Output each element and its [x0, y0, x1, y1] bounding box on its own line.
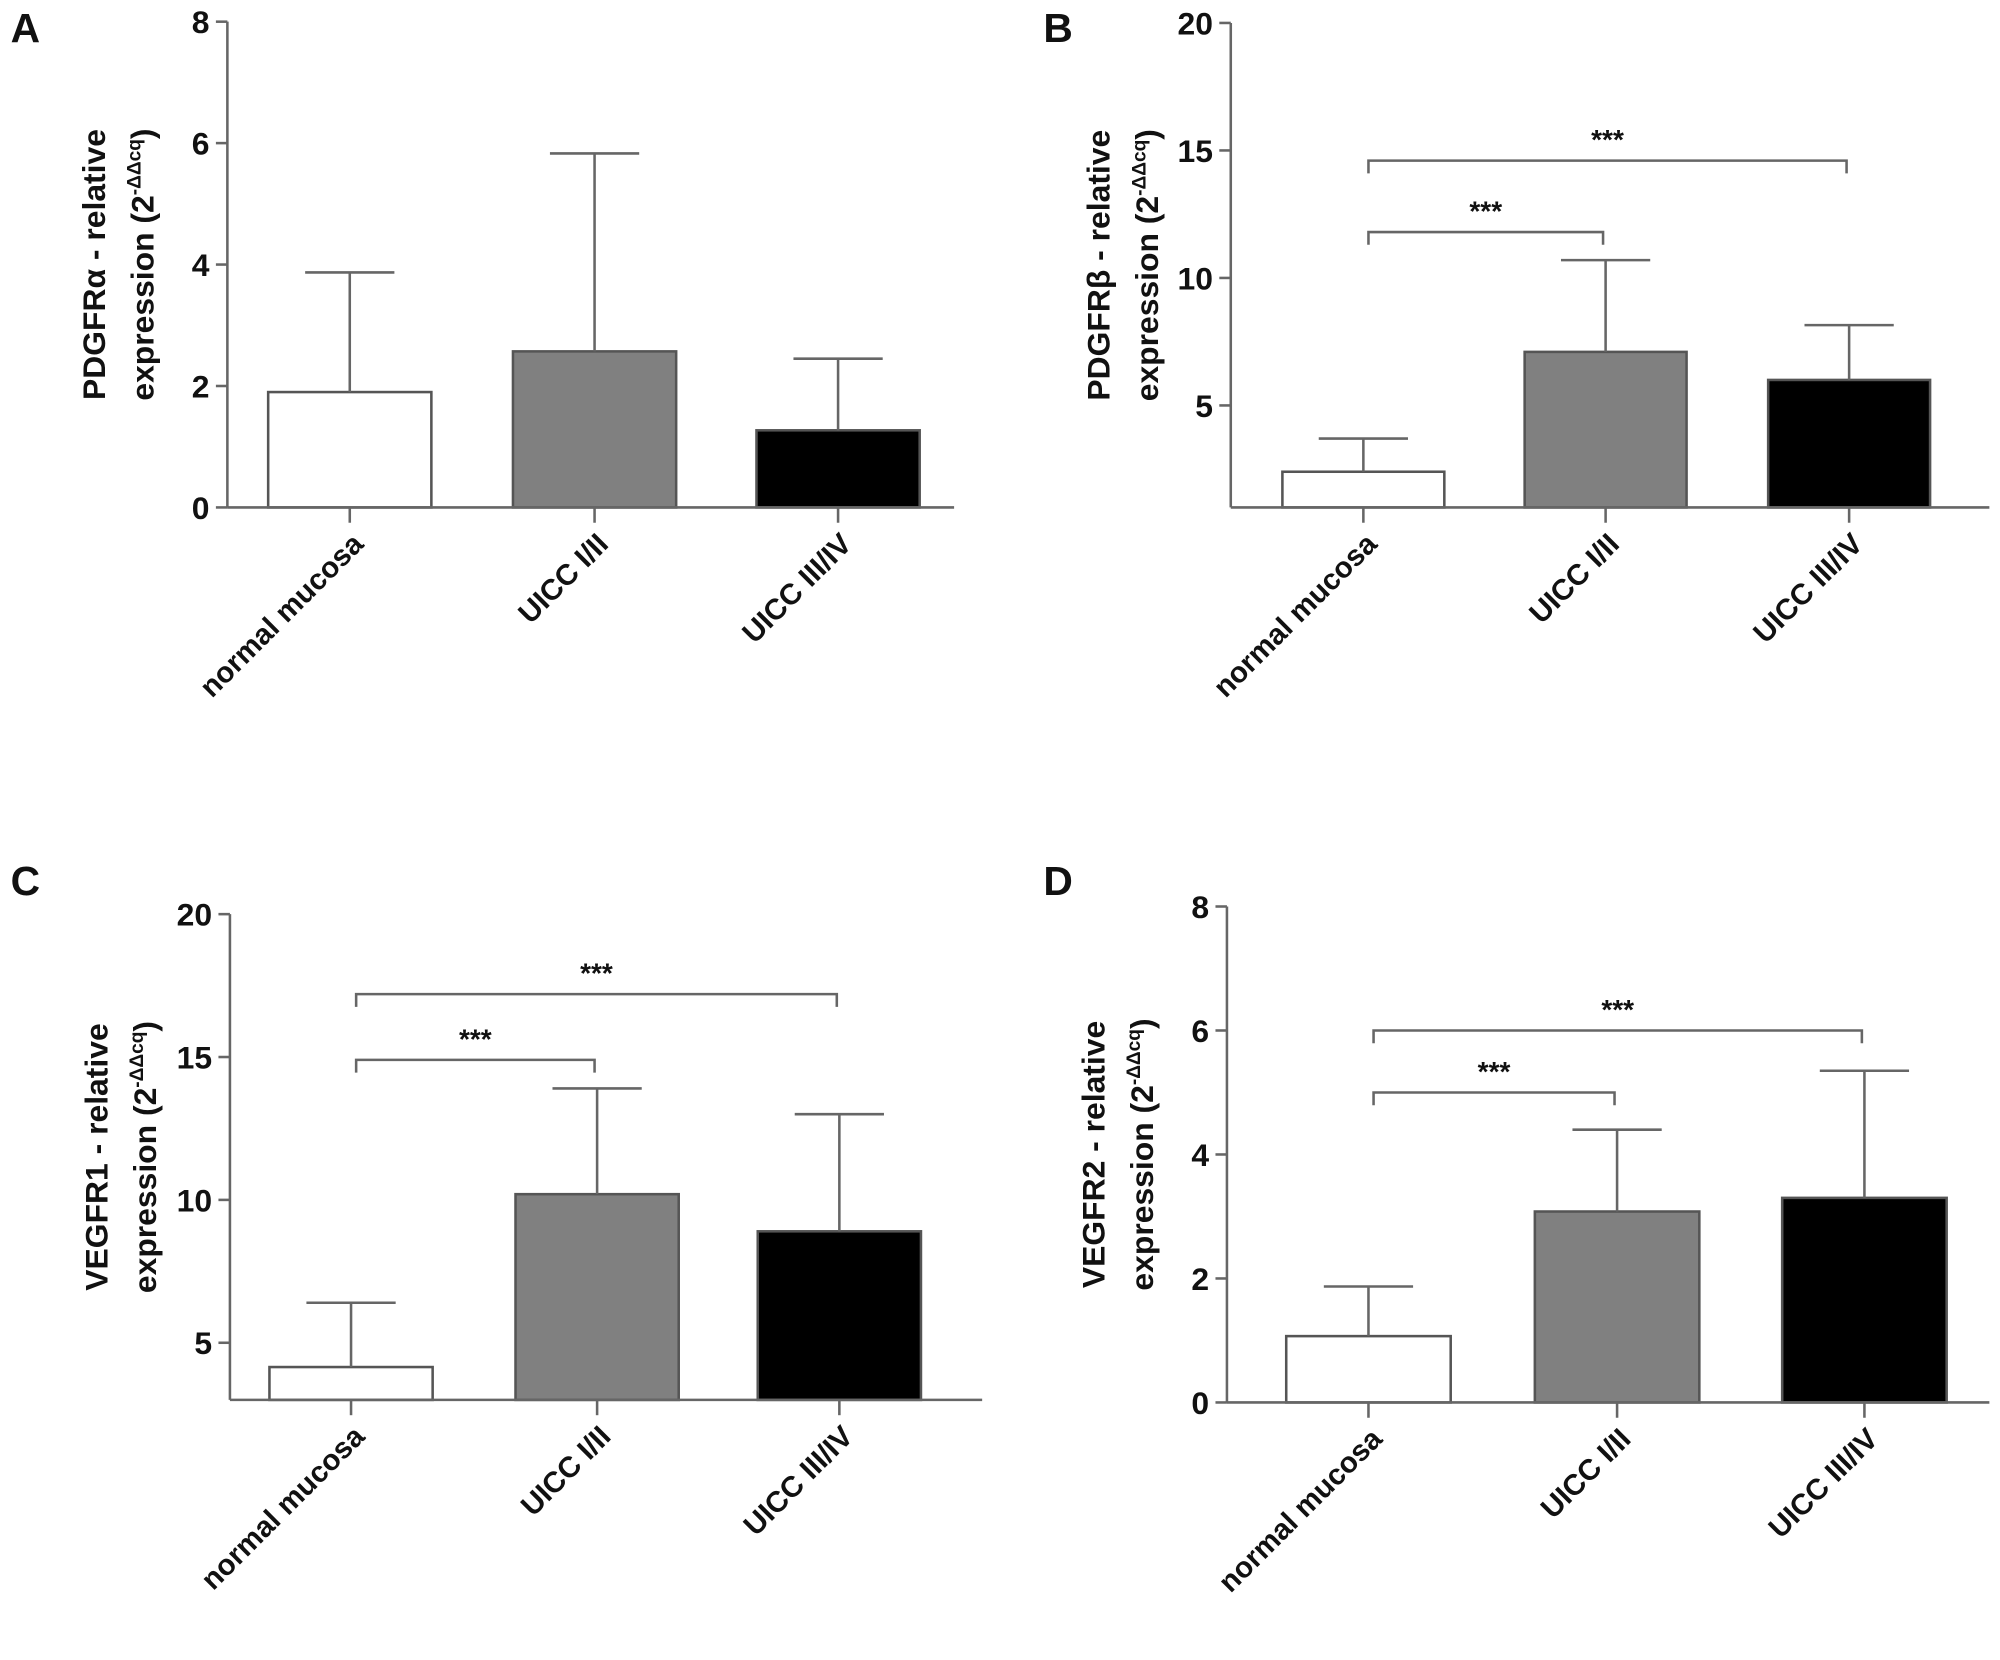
significance-bracket [354, 992, 839, 1007]
significance-label: *** [1601, 994, 1634, 1025]
y-axis-label-superscript: -ΔΔcq [1129, 140, 1150, 196]
x-tick-label: normal mucosa [1207, 527, 1384, 704]
y-tick-label: 15 [177, 1039, 212, 1075]
bar-1 [1284, 1334, 1452, 1404]
x-tick-label: normal mucosa [1212, 1422, 1389, 1599]
y-axis-label-superscript: -ΔΔcq [125, 139, 146, 195]
y-tick-label: 2 [1191, 1261, 1209, 1297]
significance-bracket [1372, 1029, 1864, 1044]
y-axis-label-line2: expression (2-ΔΔcq) [127, 1021, 163, 1293]
y-tick-label: 20 [1177, 5, 1212, 41]
panel-letter: B [1043, 5, 1072, 51]
bar-1 [1281, 470, 1446, 509]
y-tick-label: 0 [1191, 1385, 1209, 1421]
panel-letter: C [11, 858, 40, 904]
y-tick-label: 6 [1191, 1013, 1209, 1049]
y-axis-label-text: expression (2 [1124, 1085, 1160, 1290]
y-axis-label-line1: PDGFRβ - relative [1081, 130, 1117, 401]
y-tick-label: 4 [1191, 1137, 1209, 1173]
significance-label: *** [1478, 1056, 1511, 1087]
bar-3 [755, 429, 921, 509]
significance-label: *** [1469, 196, 1502, 227]
panel-d: D VEGFR2 - relative expression (2-ΔΔcq) nor… [1043, 858, 1990, 1599]
x-tick-label: UICC III/IV [1762, 1422, 1885, 1545]
y-axis-label-line2: expression (2-ΔΔcq) [1129, 129, 1165, 401]
bar-3 [1780, 1196, 1948, 1404]
significance-label: *** [580, 958, 613, 989]
x-tick-label: UICC I/II [1535, 1422, 1638, 1525]
bar-1 [266, 390, 433, 509]
y-axis-label-close: ) [1124, 1018, 1160, 1029]
x-tick-label: UICC I/II [512, 527, 615, 630]
y-tick-label: 5 [194, 1325, 212, 1361]
significance-bracket [1367, 230, 1605, 245]
bar-2 [514, 1192, 680, 1402]
y-tick-label: 10 [1177, 260, 1212, 296]
bar-2 [511, 350, 678, 509]
y-axis-label-text: expression (2 [1129, 196, 1165, 401]
bar-2 [1523, 350, 1688, 509]
x-tick-label: UICC I/II [515, 1420, 618, 1523]
x-tick-label: UICC I/II [1523, 527, 1626, 630]
x-tick-label: UICC III/IV [737, 1419, 860, 1542]
panel-letter: A [11, 5, 40, 51]
y-axis-label-close: ) [124, 128, 160, 139]
bar-3 [756, 1230, 923, 1402]
x-tick-label: normal mucosa [195, 1419, 372, 1596]
y-tick-label: 10 [177, 1182, 212, 1218]
significance-bracket [354, 1058, 596, 1073]
panel-c: C VEGFR1 - relative expression (2-ΔΔcq) nor… [11, 858, 983, 1596]
y-tick-label: 8 [1191, 889, 1209, 925]
x-tick-label: normal mucosa [193, 527, 370, 704]
bar-2 [1533, 1210, 1701, 1404]
x-tick-label: UICC III/IV [1747, 527, 1870, 650]
panel-a: A PDGFRα - relative expression (2-ΔΔcq) nor… [11, 4, 955, 704]
y-tick-label: 0 [192, 490, 210, 526]
y-axis-label-line1: PDGFRα - relative [76, 129, 112, 400]
bar-1 [268, 1365, 434, 1402]
y-tick-label: 5 [1195, 388, 1213, 424]
y-axis-label-line2: expression (2-ΔΔcq) [124, 128, 160, 400]
y-tick-label: 15 [1177, 133, 1212, 169]
y-axis-label-line1: VEGFR1 - relative [79, 1023, 115, 1290]
significance-label: *** [459, 1023, 492, 1054]
y-axis-label-superscript: -ΔΔcq [127, 1032, 148, 1088]
y-axis-label-close: ) [127, 1021, 163, 1032]
significance-bracket [1372, 1091, 1616, 1106]
bar-3 [1766, 378, 1932, 509]
y-axis-label-close: ) [1129, 129, 1165, 140]
y-axis-label-superscript: -ΔΔcq [1124, 1029, 1145, 1085]
y-tick-label: 8 [192, 4, 210, 40]
panel-b: B PDGFRβ - relative expression (2-ΔΔcq) nor… [1043, 5, 1990, 704]
y-tick-label: 6 [192, 126, 210, 162]
y-tick-label: 2 [192, 368, 210, 404]
y-axis-label-line1: VEGFR2 - relative [1076, 1021, 1112, 1288]
y-axis-label-text: expression (2 [124, 195, 160, 400]
y-tick-label: 4 [192, 247, 210, 283]
y-axis-label-line2: expression (2-ΔΔcq) [1124, 1018, 1160, 1290]
y-tick-label: 20 [177, 897, 212, 933]
panel-letter: D [1043, 858, 1072, 904]
x-tick-label: UICC III/IV [736, 527, 859, 650]
significance-bracket [1367, 159, 1848, 174]
y-axis-label-text: expression (2 [127, 1088, 163, 1293]
significance-label: *** [1591, 124, 1624, 155]
